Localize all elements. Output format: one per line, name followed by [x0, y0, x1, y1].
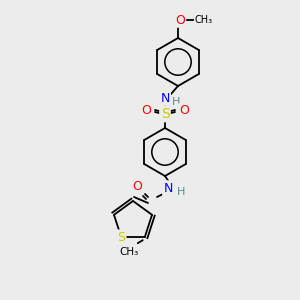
Text: N: N	[160, 92, 170, 104]
Text: S: S	[160, 107, 169, 121]
Text: H: H	[177, 187, 185, 197]
Text: CH₃: CH₃	[195, 15, 213, 25]
Text: O: O	[132, 181, 142, 194]
Text: CH₃: CH₃	[119, 247, 138, 257]
Text: N: N	[163, 182, 173, 194]
Text: O: O	[179, 104, 189, 118]
Text: O: O	[141, 104, 151, 118]
Text: S: S	[117, 231, 125, 244]
Text: H: H	[172, 97, 180, 107]
Text: O: O	[175, 14, 185, 26]
